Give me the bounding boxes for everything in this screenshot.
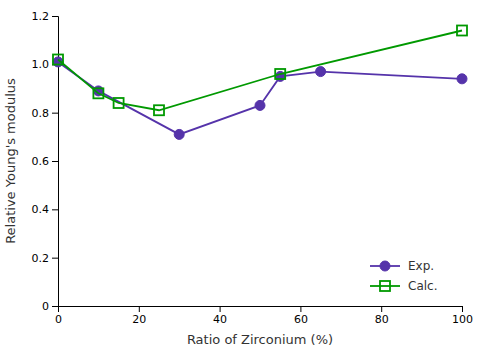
line bbox=[58, 31, 462, 111]
point bbox=[114, 98, 124, 108]
legend-item: Calc. bbox=[370, 279, 437, 293]
x-axis: 0 20 40 60 80 100 bbox=[55, 306, 473, 326]
tick-mark bbox=[52, 306, 58, 307]
legend-marker bbox=[380, 281, 390, 291]
tick-label: 0.6 bbox=[32, 155, 50, 168]
tick: 40 bbox=[213, 306, 227, 326]
series-group bbox=[53, 26, 467, 140]
point bbox=[154, 105, 164, 115]
point bbox=[174, 129, 184, 139]
plot: 0 20 40 60 80 100 0 0.2 0.4 0.6 0.8 1.0 1.2 Exp. Calc. bbox=[32, 10, 474, 326]
tick-label: 0.4 bbox=[32, 203, 50, 216]
tick-label: 0.8 bbox=[32, 107, 50, 120]
tick: 1.2 bbox=[32, 10, 59, 23]
tick-label: 0.2 bbox=[32, 252, 50, 265]
tick-label: 100 bbox=[452, 313, 473, 326]
point bbox=[457, 74, 467, 84]
legend-label: Calc. bbox=[408, 279, 437, 293]
point bbox=[457, 26, 467, 36]
tick: 0 bbox=[42, 300, 58, 313]
tick-label: 1.2 bbox=[32, 10, 50, 23]
tick-mark bbox=[52, 258, 58, 259]
tick-mark bbox=[139, 306, 140, 312]
series bbox=[53, 57, 467, 140]
tick-mark bbox=[52, 209, 58, 210]
legend: Exp. Calc. bbox=[370, 259, 437, 293]
tick: 0.4 bbox=[32, 203, 59, 216]
tick-mark bbox=[52, 113, 58, 114]
x-axis-title: Ratio of Zirconium (%) bbox=[187, 332, 333, 347]
tick-mark bbox=[381, 306, 382, 312]
point bbox=[53, 55, 63, 65]
chart: 0 20 40 60 80 100 0 0.2 0.4 0.6 0.8 1.0 1.2 Exp. Calc.… bbox=[0, 0, 480, 352]
tick-label: 60 bbox=[294, 313, 308, 326]
tick: 100 bbox=[452, 306, 473, 326]
tick: 60 bbox=[294, 306, 308, 326]
point bbox=[316, 67, 326, 77]
tick: 20 bbox=[132, 306, 146, 326]
tick: 0.6 bbox=[32, 155, 59, 168]
tick-mark bbox=[220, 306, 221, 312]
legend-marker bbox=[380, 261, 390, 271]
series bbox=[53, 26, 467, 116]
tick-mark bbox=[52, 161, 58, 162]
point bbox=[255, 100, 265, 110]
tick-label: 0 bbox=[42, 300, 49, 313]
point bbox=[275, 69, 285, 79]
tick: 80 bbox=[375, 306, 389, 326]
tick-label: 80 bbox=[375, 313, 389, 326]
tick-label: 1.0 bbox=[32, 58, 50, 71]
tick-label: 20 bbox=[132, 313, 146, 326]
point bbox=[93, 88, 103, 98]
legend-label: Exp. bbox=[408, 259, 434, 273]
tick: 0.8 bbox=[32, 107, 59, 120]
legend-line bbox=[370, 285, 400, 287]
tick: 0 bbox=[55, 306, 62, 326]
y-axis-title: Relative Young's modulus bbox=[3, 78, 18, 244]
tick-label: 40 bbox=[213, 313, 227, 326]
tick-label: 0 bbox=[55, 313, 62, 326]
tick-mark bbox=[52, 16, 58, 17]
tick: 0.2 bbox=[32, 252, 59, 265]
legend-item: Exp. bbox=[370, 259, 434, 273]
tick-mark bbox=[300, 306, 301, 312]
line bbox=[58, 62, 462, 134]
tick-mark bbox=[462, 306, 463, 312]
y-axis: 0 0.2 0.4 0.6 0.8 1.0 1.2 bbox=[32, 10, 59, 313]
axis-line bbox=[59, 307, 463, 313]
